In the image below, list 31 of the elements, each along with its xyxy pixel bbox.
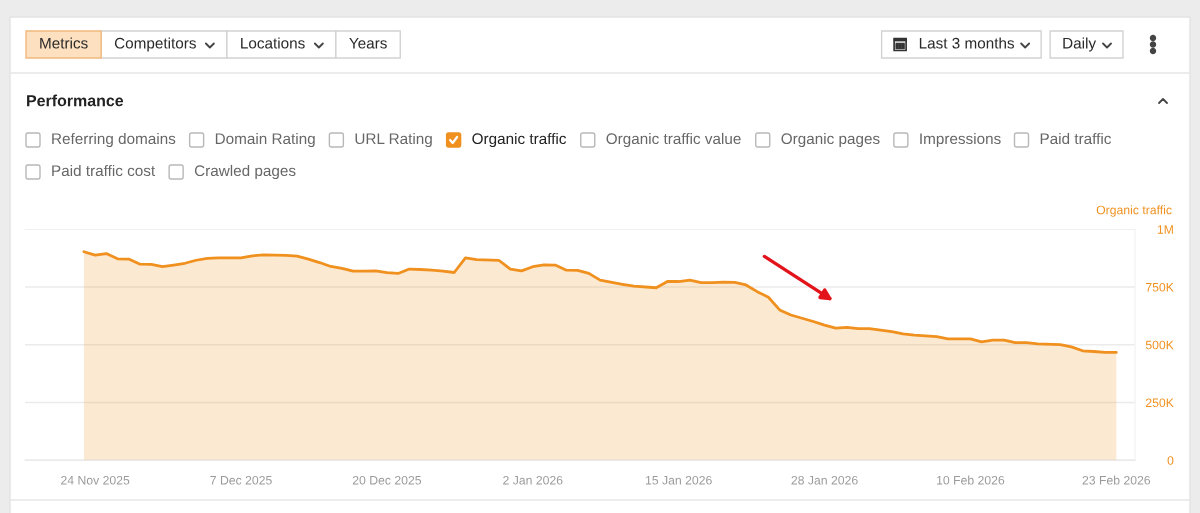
text: Referring domains bbox=[52, 132, 176, 148]
text: Impressions bbox=[920, 132, 1001, 148]
x-tick-label: 2 Jan 2026 bbox=[503, 475, 563, 485]
y-tick-label: 250K bbox=[1145, 398, 1174, 408]
text: Organic pages bbox=[781, 132, 880, 148]
x-tick-label: 24 Nov 2025 bbox=[61, 475, 130, 485]
y-tick-label: 0 bbox=[1167, 456, 1174, 465]
text: Last 3 months bbox=[919, 37, 1015, 49]
text: Paid traffic cost bbox=[52, 164, 156, 177]
text: Paid traffic bbox=[1040, 132, 1111, 145]
text: Organic traffic bbox=[472, 132, 567, 148]
x-tick-label: 15 Jan 2026 bbox=[645, 475, 712, 485]
text: Metrics bbox=[40, 37, 88, 49]
x-tick-label: 7 Dec 2025 bbox=[210, 475, 272, 485]
x-tick-label: 28 Jan 2026 bbox=[791, 475, 858, 485]
y-tick-label: 1M bbox=[1157, 225, 1173, 234]
x-tick-label: 10 Feb 2026 bbox=[937, 475, 1005, 485]
x-tick-label: 23 Feb 2026 bbox=[1082, 475, 1151, 485]
text: Locations bbox=[241, 37, 305, 49]
text: Competitors bbox=[114, 37, 196, 52]
y-tick-label: 750K bbox=[1145, 282, 1174, 292]
x-tick-label: 20 Dec 2025 bbox=[352, 475, 422, 485]
y-axis-title: Organic traffic bbox=[1096, 205, 1172, 217]
text: Crawled pages bbox=[194, 164, 296, 180]
y-tick-label: 500K bbox=[1145, 340, 1174, 350]
text: Domain Rating bbox=[215, 132, 315, 148]
text: Years bbox=[349, 37, 387, 49]
text: Organic traffic value bbox=[606, 132, 741, 148]
text: Daily bbox=[1063, 37, 1097, 52]
chart-title: Performance bbox=[27, 94, 124, 107]
text: URL Rating bbox=[355, 132, 432, 148]
